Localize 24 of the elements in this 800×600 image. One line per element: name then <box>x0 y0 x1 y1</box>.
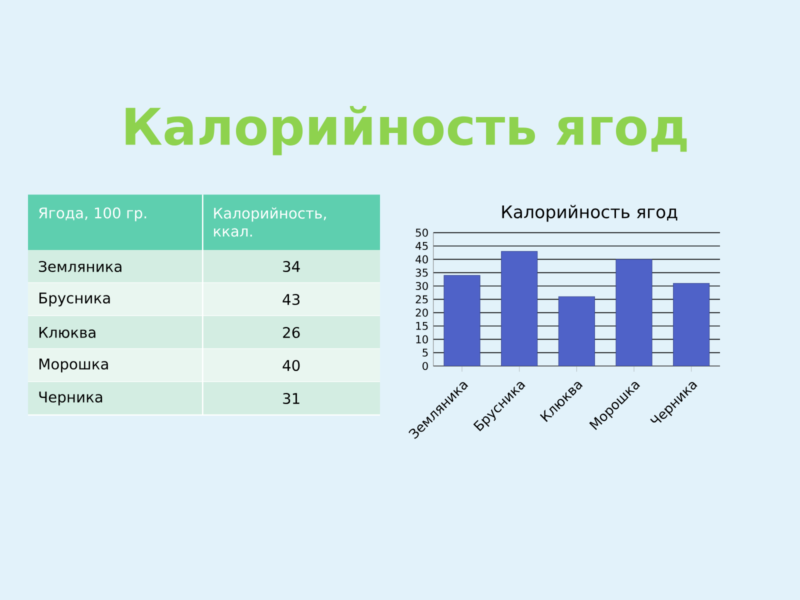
category-label: Морошка <box>39 358 108 372</box>
y-tick-label: 50 <box>416 228 428 237</box>
y-tick-label: 0 <box>422 362 428 370</box>
category-label: Клюква <box>39 327 96 338</box>
y-tick-label: 25 <box>416 295 428 304</box>
y-tick-label: 5 <box>422 348 428 357</box>
text: 26 <box>283 326 300 338</box>
y-tick-label: 10 <box>416 335 428 344</box>
y-tick-label: 40 <box>416 255 428 264</box>
text: Ягода, 100 гр. <box>39 207 146 222</box>
text: 34 <box>283 260 300 272</box>
text: 40 <box>282 360 300 372</box>
category-label: Земляника <box>39 260 122 272</box>
text: 31 <box>283 392 300 404</box>
y-tick-label: 20 <box>416 308 428 317</box>
y-tick-label: 15 <box>416 322 428 330</box>
text: Калорийность, ккал. <box>214 207 326 237</box>
category-label: Брусника <box>39 292 110 306</box>
chart-subtitle: Калорийность ягод <box>502 204 678 222</box>
chart-title: Калорийность ягод <box>126 106 687 156</box>
y-tick-label: 30 <box>416 282 428 290</box>
text: 43 <box>282 294 300 306</box>
y-tick-label: 35 <box>416 268 428 277</box>
y-tick-label: 45 <box>416 242 428 250</box>
